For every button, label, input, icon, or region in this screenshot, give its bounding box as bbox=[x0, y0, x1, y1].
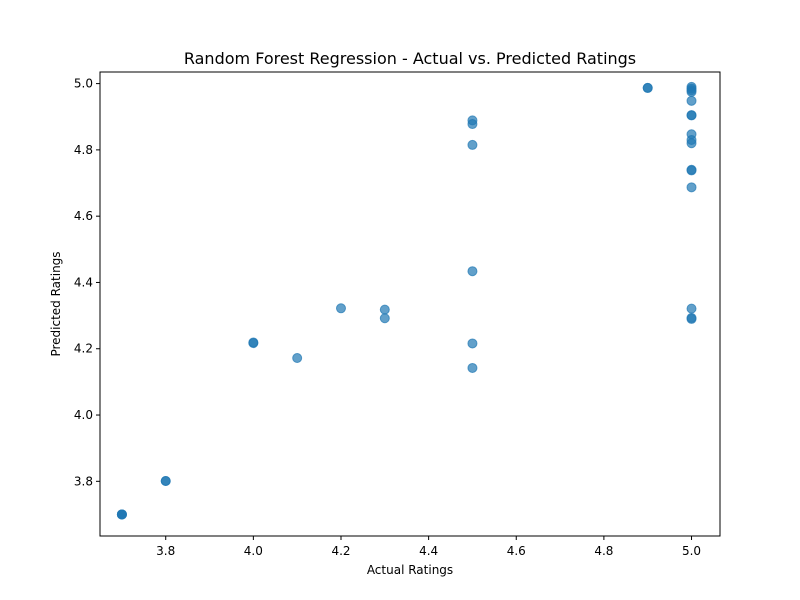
y-axis-ticks: 3.8 4.0 4.2 4.4 4.6 4.8 5.0 bbox=[74, 77, 100, 488]
chart-title: Random Forest Regression - Actual vs. Pr… bbox=[184, 49, 636, 68]
x-axis-ticks: 3.8 4.0 4.2 4.4 4.6 4.8 5.0 bbox=[156, 536, 701, 558]
data-point bbox=[116, 509, 127, 520]
plot-frame bbox=[99, 71, 721, 537]
data-point bbox=[379, 304, 390, 315]
y-tick-label: 4.0 bbox=[74, 408, 93, 422]
y-tick-label: 5.0 bbox=[74, 77, 93, 91]
points-layer bbox=[116, 81, 697, 520]
data-point bbox=[160, 475, 171, 486]
data-point bbox=[467, 119, 478, 130]
y-axis-label: Predicted Ratings bbox=[49, 251, 63, 356]
data-point bbox=[686, 110, 697, 121]
y-tick-label: 4.6 bbox=[74, 209, 93, 223]
y-tick-label: 3.8 bbox=[74, 474, 93, 488]
y-tick-label: 4.2 bbox=[74, 342, 93, 356]
x-tick-label: 4.6 bbox=[507, 544, 526, 558]
data-point bbox=[686, 86, 697, 97]
data-point bbox=[467, 338, 478, 349]
data-point bbox=[686, 303, 697, 314]
x-tick-label: 4.2 bbox=[331, 544, 350, 558]
data-point bbox=[686, 138, 697, 149]
data-point bbox=[292, 353, 303, 364]
x-axis-label: Actual Ratings bbox=[367, 563, 453, 577]
data-point bbox=[686, 182, 697, 193]
x-tick-label: 4.8 bbox=[594, 544, 613, 558]
y-tick-label: 4.8 bbox=[74, 143, 93, 157]
data-point bbox=[248, 337, 259, 348]
data-point bbox=[686, 313, 697, 324]
data-point bbox=[642, 82, 653, 93]
data-point bbox=[686, 165, 697, 176]
data-point bbox=[467, 139, 478, 150]
data-point bbox=[335, 303, 346, 314]
y-tick-label: 4.4 bbox=[74, 275, 93, 289]
data-point bbox=[379, 313, 390, 324]
data-point bbox=[467, 266, 478, 277]
x-tick-label: 3.8 bbox=[156, 544, 175, 558]
x-tick-label: 4.0 bbox=[244, 544, 263, 558]
x-tick-label: 5.0 bbox=[682, 544, 701, 558]
x-tick-label: 4.4 bbox=[419, 544, 438, 558]
data-point bbox=[467, 362, 478, 373]
data-point bbox=[686, 95, 697, 106]
